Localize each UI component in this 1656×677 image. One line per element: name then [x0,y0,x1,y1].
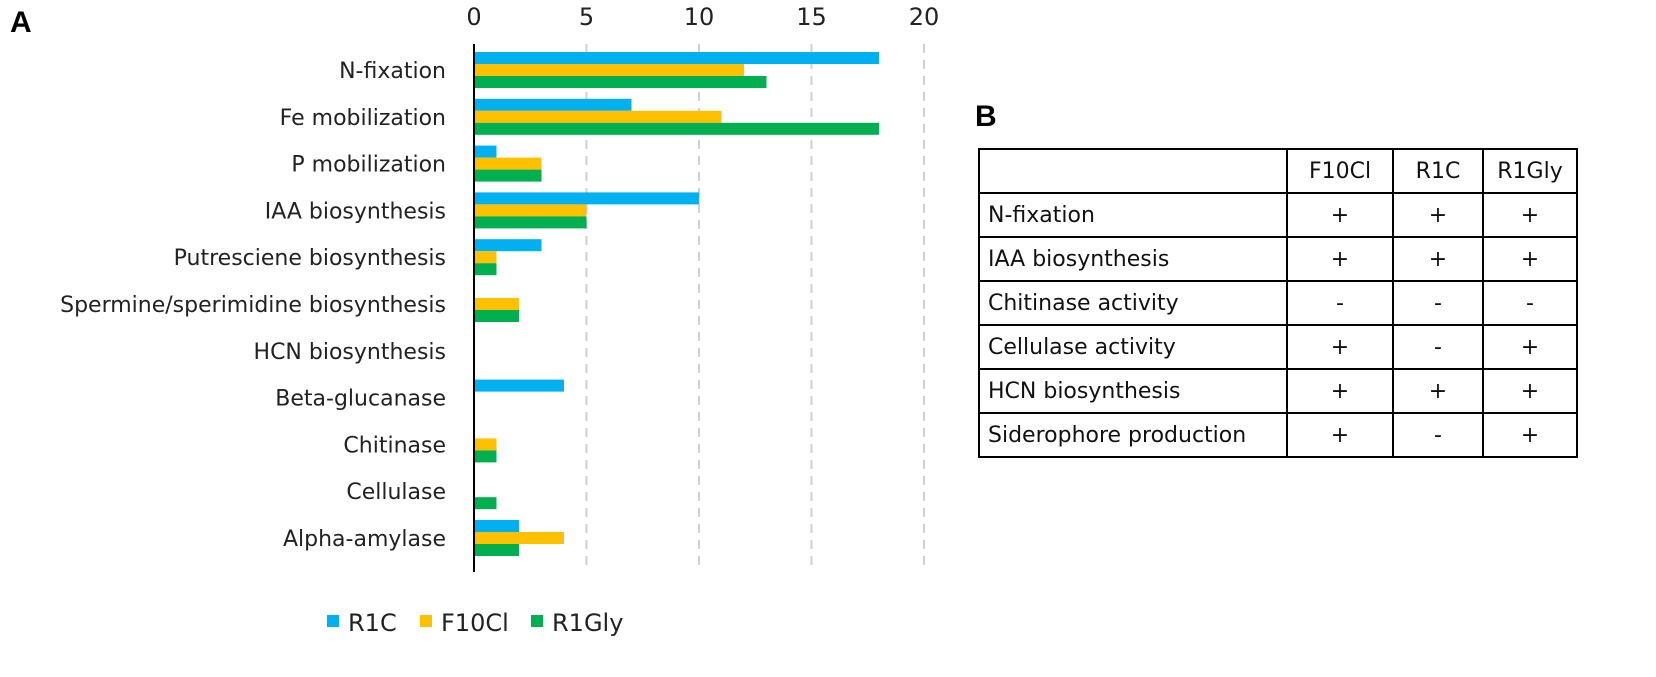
bar-r1gly [474,216,587,229]
bar-r1c [474,192,699,205]
bar-r1gly [474,497,497,510]
bar-r1c [474,98,632,111]
table-cell: - [1286,280,1394,326]
table-cell: + [1286,412,1394,458]
table-cell: + [1392,368,1484,414]
table-header-r1gly: R1Gly [1482,148,1578,194]
category-label: Alpha-amylase [283,527,446,552]
table-header-r1c: R1C [1392,148,1484,194]
bar-f10cl [474,251,497,264]
bar-r1c [474,520,519,532]
bar-r1c [474,52,879,64]
table-row: Chitinase activity - - - [978,280,1578,326]
bar-f10cl [474,110,722,123]
x-tick-label: 15 [796,3,827,31]
bar-r1gly [474,310,519,322]
bar-r1c [474,379,564,392]
table-cell: + [1286,236,1394,282]
table-header-f10cl: F10Cl [1286,148,1394,194]
legend-label-f10cl: F10Cl [441,609,509,637]
table-row-label: Chitinase activity [978,280,1288,326]
bar-f10cl [474,438,497,451]
table-cell: - [1392,412,1484,458]
bar-f10cl [474,532,564,544]
bar-r1gly [474,450,497,463]
table-row: IAA biosynthesis + + + [978,236,1578,282]
category-label: Cellulase [346,480,446,505]
table-cell: + [1392,236,1484,282]
category-label: Beta-glucanase [275,387,446,412]
table-cell: + [1482,324,1578,370]
table-row-label: Siderophore production [978,412,1288,458]
table-cell: + [1286,192,1394,238]
table-cell: + [1286,368,1394,414]
legend-swatch-r1c [327,615,339,627]
table-row-label: N-fixation [978,192,1288,238]
bar-f10cl [474,298,519,310]
table-cell: + [1286,324,1394,370]
bar-r1gly [474,263,497,276]
feature-table: F10Cl R1C R1Gly N-fixation + + + IAA bio… [978,148,1578,458]
panel-b-label: B [975,100,997,133]
table-cell: + [1482,368,1578,414]
table-header-row: F10Cl R1C R1Gly [978,148,1578,194]
table-row-label: Cellulase activity [978,324,1288,370]
x-tick-label: 5 [579,3,594,31]
legend-swatch-r1gly [531,615,543,627]
bar-r1gly [474,169,542,182]
category-label: Fe mobilization [280,106,446,131]
table-cell: + [1392,192,1484,238]
table-row-label: IAA biosynthesis [978,236,1288,282]
x-tick-label: 20 [909,3,940,31]
table-row: HCN biosynthesis + + + [978,368,1578,414]
category-label: Putresciene biosynthesis [174,246,446,271]
table-row-label: HCN biosynthesis [978,368,1288,414]
table-cell: + [1482,412,1578,458]
category-label: IAA biosynthesis [265,199,446,224]
panel-a-label: A [10,6,32,39]
bar-f10cl [474,204,587,217]
table-cell: - [1392,324,1484,370]
legend-swatch-f10cl [420,615,432,627]
category-label: P mobilization [291,153,446,178]
table-header-corner [978,148,1288,194]
category-label: HCN biosynthesis [254,340,446,365]
bar-f10cl [474,64,744,76]
table-cell: + [1482,192,1578,238]
bar-r1c [474,239,542,252]
category-label: N-fixation [339,59,446,84]
x-tick-label: 10 [684,3,715,31]
legend-label-r1c: R1C [348,609,397,637]
table-cell: + [1482,236,1578,282]
bar-r1gly [474,122,879,135]
bar-f10cl [474,157,542,170]
table-row: N-fixation + + + [978,192,1578,238]
table-row: Cellulase activity + - + [978,324,1578,370]
category-label: Spermine/sperimidine biosynthesis [60,293,446,318]
bar-r1gly [474,544,519,556]
table-row: Siderophore production + - + [978,412,1578,458]
bar-r1gly [474,76,767,88]
table-cell: - [1392,280,1484,326]
category-label: Chitinase [343,433,446,458]
legend-label-r1gly: R1Gly [552,609,623,637]
bar-r1c [474,145,497,158]
table-cell: - [1482,280,1578,326]
x-tick-label: 0 [466,3,481,31]
